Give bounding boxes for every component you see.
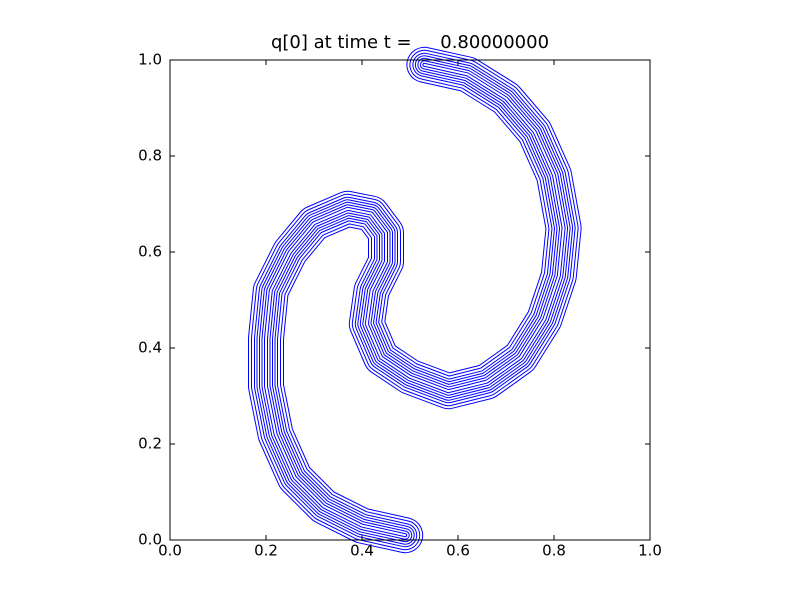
chart-title: q[0] at time t = 0.80000000 (271, 32, 549, 53)
contour-gap (265, 63, 565, 537)
y-tick-label: 1.0 (138, 51, 162, 69)
y-tick-label: 0.8 (138, 147, 162, 165)
x-tick-label: 0.8 (542, 542, 566, 560)
y-tick-label: 0.0 (138, 531, 162, 549)
plot-area (248, 46, 582, 554)
y-tick-label: 0.2 (138, 435, 162, 453)
x-tick-label: 0.0 (158, 542, 182, 560)
x-tick-label: 0.4 (350, 542, 374, 560)
axes-frame (169, 59, 651, 541)
y-tick-label: 0.4 (138, 339, 162, 357)
y-tick-label: 0.6 (138, 243, 162, 261)
x-tick-label: 0.2 (254, 542, 278, 560)
x-tick-label: 1.0 (638, 542, 662, 560)
x-tick-label: 0.6 (446, 542, 470, 560)
